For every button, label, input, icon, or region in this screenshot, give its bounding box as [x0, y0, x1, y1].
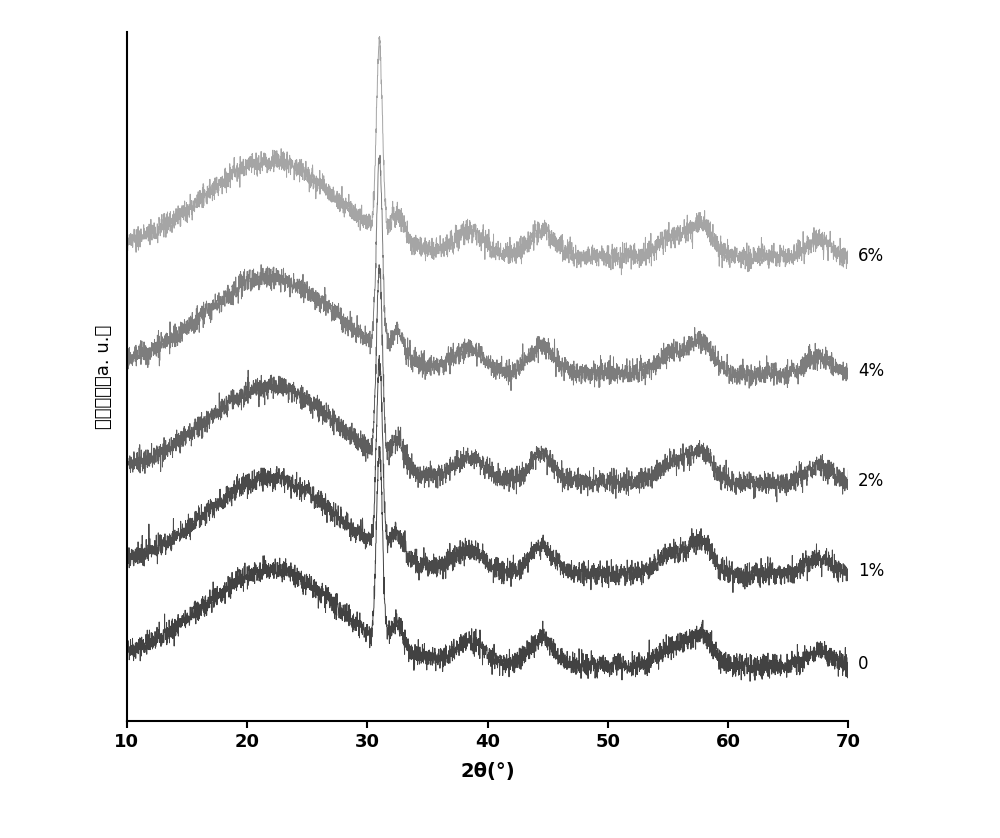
X-axis label: 2θ(°): 2θ(°) [460, 762, 515, 781]
Text: 0: 0 [858, 655, 869, 673]
Text: 1%: 1% [858, 562, 884, 580]
Y-axis label: 衍射强度（a. u.）: 衍射强度（a. u.） [95, 324, 113, 428]
Text: 6%: 6% [858, 247, 884, 265]
Text: 4%: 4% [858, 362, 884, 380]
Text: 2%: 2% [858, 473, 884, 490]
